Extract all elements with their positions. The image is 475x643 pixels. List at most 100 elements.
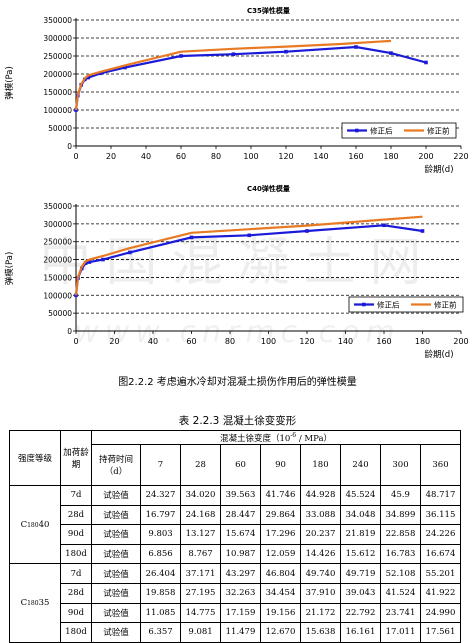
y-tick-label: 100000	[43, 106, 72, 115]
y-tick-label: 350000	[43, 16, 72, 25]
x-tick-label: 120	[278, 152, 293, 161]
creep-value-cell: 17.011	[380, 622, 421, 643]
creep-value-cell: 45.524	[340, 485, 381, 506]
creep-value-cell: 14.426	[300, 543, 341, 565]
legend-label: 修正后	[370, 126, 393, 136]
creep-value-cell: 34.454	[260, 582, 301, 604]
header-duration: 持荷时间（d）	[91, 444, 141, 486]
load-age-cell: 90d	[60, 524, 92, 545]
value-type-cell: 试验值	[91, 543, 141, 565]
creep-value-cell: 34.899	[380, 504, 421, 526]
creep-value-cell: 12.670	[260, 622, 301, 643]
load-age-cell: 28d	[60, 504, 92, 526]
header-strength: 强度等级	[9, 430, 61, 486]
table-row: 180d 试验值 6.357 9.081 11.479 12.670 15.638 16.16…	[10, 622, 461, 643]
x-tick-label: 0	[73, 337, 78, 346]
x-tick-label: 80	[225, 337, 235, 346]
creep-value-cell: 6.856	[140, 543, 181, 565]
x-tick-label: 180	[383, 152, 398, 161]
creep-value-cell: 9.081	[180, 622, 221, 643]
x-axis-label: 龄期(d)	[424, 164, 453, 175]
table-row: 28d 试验值 16.797 24.168 28.447 29.864 33.088 34.0…	[10, 504, 461, 526]
x-tick-label: 160	[376, 337, 391, 346]
creep-value-cell: 33.088	[300, 504, 341, 526]
creep-value-cell: 14.775	[180, 602, 221, 624]
creep-value-cell: 9.803	[140, 524, 181, 545]
chart-title: C35弹性模量	[247, 6, 290, 15]
load-age-cell: 180d	[60, 622, 92, 643]
creep-value-cell: 17.296	[260, 524, 301, 545]
creep-value-cell: 16.783	[380, 543, 421, 565]
figure-caption: 图2.2.2 考虑遍水冷却对混凝土损伤作用后的弹性模量	[118, 377, 357, 388]
data-point	[123, 65, 127, 70]
load-age-cell: 7d	[60, 485, 92, 506]
series-line-original	[74, 39, 392, 111]
y-tick-label: 150000	[43, 273, 72, 282]
value-type-cell: 试验值	[91, 524, 141, 545]
y-axis-label: 弹模(Pa)	[4, 66, 15, 100]
y-tick-label: 0	[67, 327, 72, 336]
creep-value-cell: 39.563	[220, 485, 261, 506]
data-point	[284, 49, 288, 54]
header-duration-value: 360	[420, 444, 461, 486]
creep-value-cell: 8.767	[180, 543, 221, 565]
creep-value-cell: 48.717	[420, 485, 461, 506]
x-axis-label: 龄期(d)	[424, 349, 453, 360]
y-tick-label: 250000	[43, 238, 72, 247]
data-point	[98, 71, 103, 76]
header-duration-value: 7	[140, 444, 181, 486]
creep-value-cell: 28.447	[220, 504, 261, 526]
legend-box	[341, 122, 457, 139]
creep-value-cell: 16.161	[340, 622, 381, 643]
value-type-cell: 试验值	[91, 582, 141, 604]
creep-value-cell: 11.479	[220, 622, 261, 643]
header-load-age: 加荷龄期	[60, 430, 92, 486]
y-tick-label: 300000	[43, 34, 72, 43]
creep-value-cell: 17.159	[220, 602, 261, 624]
value-type-cell: 试验值	[91, 504, 141, 526]
x-tick-label: 140	[313, 152, 328, 161]
data-point	[231, 52, 236, 56]
creep-value-cell: 11.085	[140, 602, 181, 624]
creep-value-cell: 29.864	[260, 504, 301, 526]
creep-value-cell: 19.858	[140, 582, 181, 604]
legend-marker	[362, 302, 366, 307]
x-tick-label: 40	[141, 152, 151, 161]
creep-value-cell: 24.226	[420, 524, 461, 545]
header-duration-value: 90	[260, 444, 301, 486]
creep-value-cell: 16.674	[420, 543, 461, 565]
y-axis-label: 弹模(Pa)	[4, 252, 15, 286]
creep-value-cell: 15.612	[340, 543, 381, 565]
creep-value-cell: 21.819	[340, 524, 381, 545]
data-point	[305, 229, 309, 233]
creep-value-cell: 19.156	[260, 602, 301, 624]
header-creep: 混凝土徐变度（10-6 / MPa）	[91, 430, 461, 445]
creep-value-cell: 6.357	[140, 622, 181, 643]
creep-value-cell: 41.922	[420, 582, 461, 604]
creep-value-cell: 45.9	[380, 485, 421, 506]
y-tick-label: 350000	[43, 202, 72, 211]
x-tick-label: 160	[348, 152, 363, 161]
x-tick-label: 100	[243, 152, 258, 161]
data-point	[247, 233, 252, 238]
creep-table: 强度等级 加荷龄期 混凝土徐变度（10-6 / MPa） 持荷时间（d） 7 28…	[9, 430, 461, 643]
legend-label: 修正前	[427, 126, 450, 136]
chart-c35-elastic-modulus: C35弹性模量 0 50000 100000 150000 200000 250000 300…	[4, 6, 469, 175]
x-tick-label: 40	[148, 337, 158, 346]
table-row: C18035 7d 试验值 26.404 37.171 43.297 46.804 49.74…	[9, 563, 461, 643]
y-tick-label: 250000	[43, 52, 72, 61]
creep-value-cell: 17.561	[420, 622, 461, 643]
creep-value-cell: 49.740	[300, 563, 341, 584]
x-tick-label: 140	[338, 337, 353, 346]
table-row: 90d 试验值 11.085 14.775 17.159 19.156 21.172 22.7…	[10, 602, 461, 624]
creep-value-cell: 43.297	[220, 563, 261, 584]
data-point	[101, 257, 105, 262]
creep-value-cell: 44.928	[300, 485, 341, 506]
y-tick-label: 300000	[43, 220, 72, 229]
creep-value-cell: 23.741	[380, 602, 421, 624]
value-type-cell: 试验值	[91, 602, 141, 624]
x-tick-label: 180	[415, 337, 430, 346]
creep-value-cell: 24.990	[420, 602, 461, 624]
creep-value-cell: 34.048	[340, 504, 381, 526]
x-tick-label: 20	[109, 337, 119, 346]
